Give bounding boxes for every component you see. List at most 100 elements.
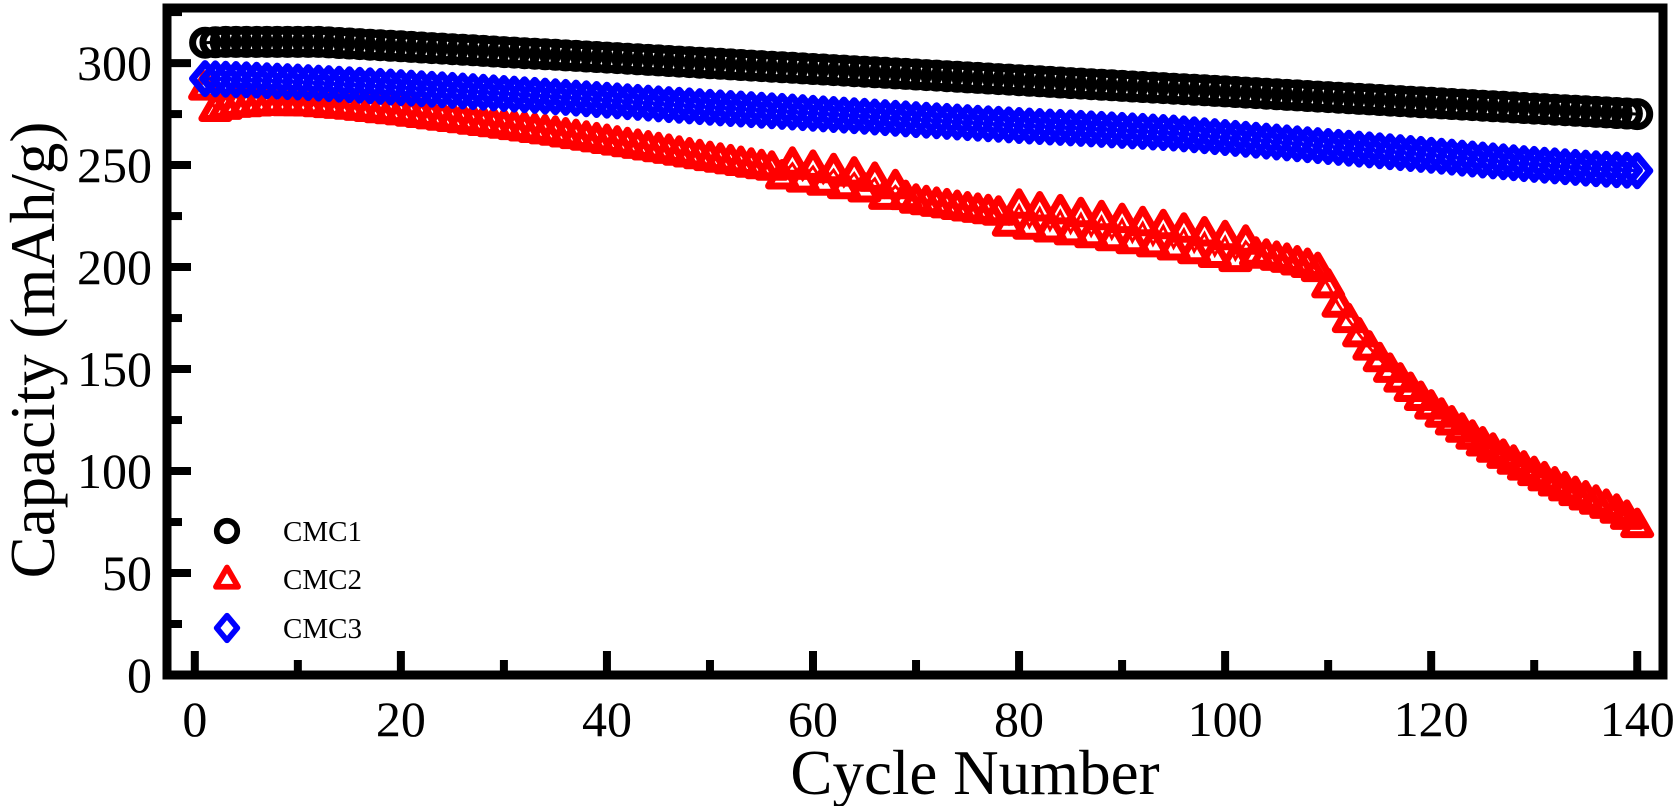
triangle-marker (1063, 196, 1098, 228)
diamond-marker (652, 86, 685, 124)
legend-label: CMC3 (283, 613, 362, 645)
diamond-marker (405, 70, 438, 108)
diamond-marker (1023, 108, 1056, 145)
diamond-marker (1487, 143, 1520, 181)
diamond-marker (498, 75, 531, 113)
diamond-marker (1188, 117, 1221, 155)
diamond-marker (1600, 151, 1633, 189)
diamond-marker (415, 70, 448, 108)
diamond-marker (1301, 127, 1334, 165)
diamond-marker (673, 87, 706, 125)
diamond-marker (354, 67, 386, 105)
diamond-marker (1384, 134, 1417, 172)
diamond-marker (1064, 109, 1097, 147)
diamond-marker (611, 83, 644, 121)
diamond-marker (1332, 129, 1365, 167)
diamond-marker (1621, 152, 1654, 190)
diamond-marker (323, 65, 356, 103)
diamond-marker (302, 64, 335, 102)
triangle-marker (1197, 237, 1232, 268)
diamond-marker (910, 101, 943, 139)
diamond-marker (1507, 145, 1540, 183)
triangle-marker (1156, 230, 1191, 261)
diamond-marker (714, 90, 747, 127)
circle-marker (220, 25, 252, 58)
circle-marker (271, 25, 304, 58)
diamond-marker (848, 97, 881, 135)
diamond-marker (1415, 136, 1448, 174)
diamond-marker (1137, 113, 1169, 151)
diamond-marker (590, 81, 623, 119)
triangle-marker (1094, 220, 1129, 252)
diamond-marker (1178, 116, 1211, 154)
triangle-marker (1218, 241, 1253, 273)
diamond-marker (374, 68, 407, 106)
diamond-marker (436, 71, 469, 109)
triangle-marker (857, 161, 892, 192)
diamond-marker (838, 97, 871, 135)
diamond-marker (549, 78, 582, 116)
diamond-marker (487, 75, 520, 112)
circle-marker (292, 25, 325, 58)
diamond-marker (1590, 150, 1623, 188)
diamond-marker (1034, 108, 1066, 146)
diamond-marker (1250, 122, 1283, 160)
diamond-marker (941, 103, 974, 141)
data-series (188, 25, 1655, 539)
circle-marker (230, 25, 263, 58)
x-tick-label: 40 (582, 691, 632, 747)
circle-marker (209, 25, 242, 58)
diamond-marker (1569, 149, 1602, 187)
diamond-marker (1394, 135, 1427, 172)
diamond-marker (1497, 144, 1530, 182)
triangle-marker (1208, 219, 1243, 251)
diamond-marker (632, 84, 665, 122)
diamond-marker (683, 88, 716, 126)
circle-marker (240, 25, 273, 58)
diamond-marker (261, 62, 294, 100)
diamond-marker (642, 85, 675, 123)
diamond-marker (518, 76, 551, 114)
y-tick-label: 150 (77, 341, 152, 397)
y-tick-label: 100 (77, 443, 152, 499)
diamond-marker (230, 61, 263, 99)
series-cmc2 (188, 70, 1655, 539)
diamond-marker (1013, 107, 1046, 145)
triangle-marker (1012, 209, 1047, 240)
triangle-marker (1002, 188, 1037, 219)
plot-frame (162, 3, 1668, 680)
diamond-marker (1085, 110, 1118, 148)
diamond-marker (1435, 138, 1468, 176)
axis-ticks (169, 8, 1642, 679)
triangle-marker (1022, 191, 1057, 222)
diamond-marker (807, 95, 840, 133)
circle-marker (250, 25, 283, 58)
diamond-marker (1559, 148, 1592, 186)
circle-marker (261, 25, 294, 58)
diamond-marker (663, 86, 696, 124)
diamond-marker (745, 91, 778, 129)
diamond-marker (1198, 118, 1231, 156)
legend-item-cmc1: CMC1 (213, 516, 362, 548)
diamond-marker (1580, 150, 1612, 188)
diamond-marker (1270, 124, 1303, 162)
diamond-marker (1312, 128, 1345, 165)
triangle-marker (1166, 212, 1201, 243)
x-tick-label: 0 (182, 691, 207, 747)
diamond-marker (271, 63, 304, 101)
diamond-marker (312, 65, 345, 103)
diamond-marker (1456, 140, 1489, 178)
x-tick-label: 80 (994, 691, 1044, 747)
diamond-marker (1538, 147, 1571, 185)
diamond-marker (1003, 107, 1036, 144)
y-tick-label: 50 (102, 545, 152, 601)
diamond-marker (951, 104, 984, 142)
diamond-marker (755, 92, 788, 130)
diamond-marker (1126, 112, 1159, 150)
diamond-marker (1466, 141, 1499, 179)
diamond-marker (333, 66, 366, 104)
diamond-marker (457, 73, 489, 111)
diamond-marker (961, 104, 994, 142)
triangle-marker (816, 152, 851, 184)
